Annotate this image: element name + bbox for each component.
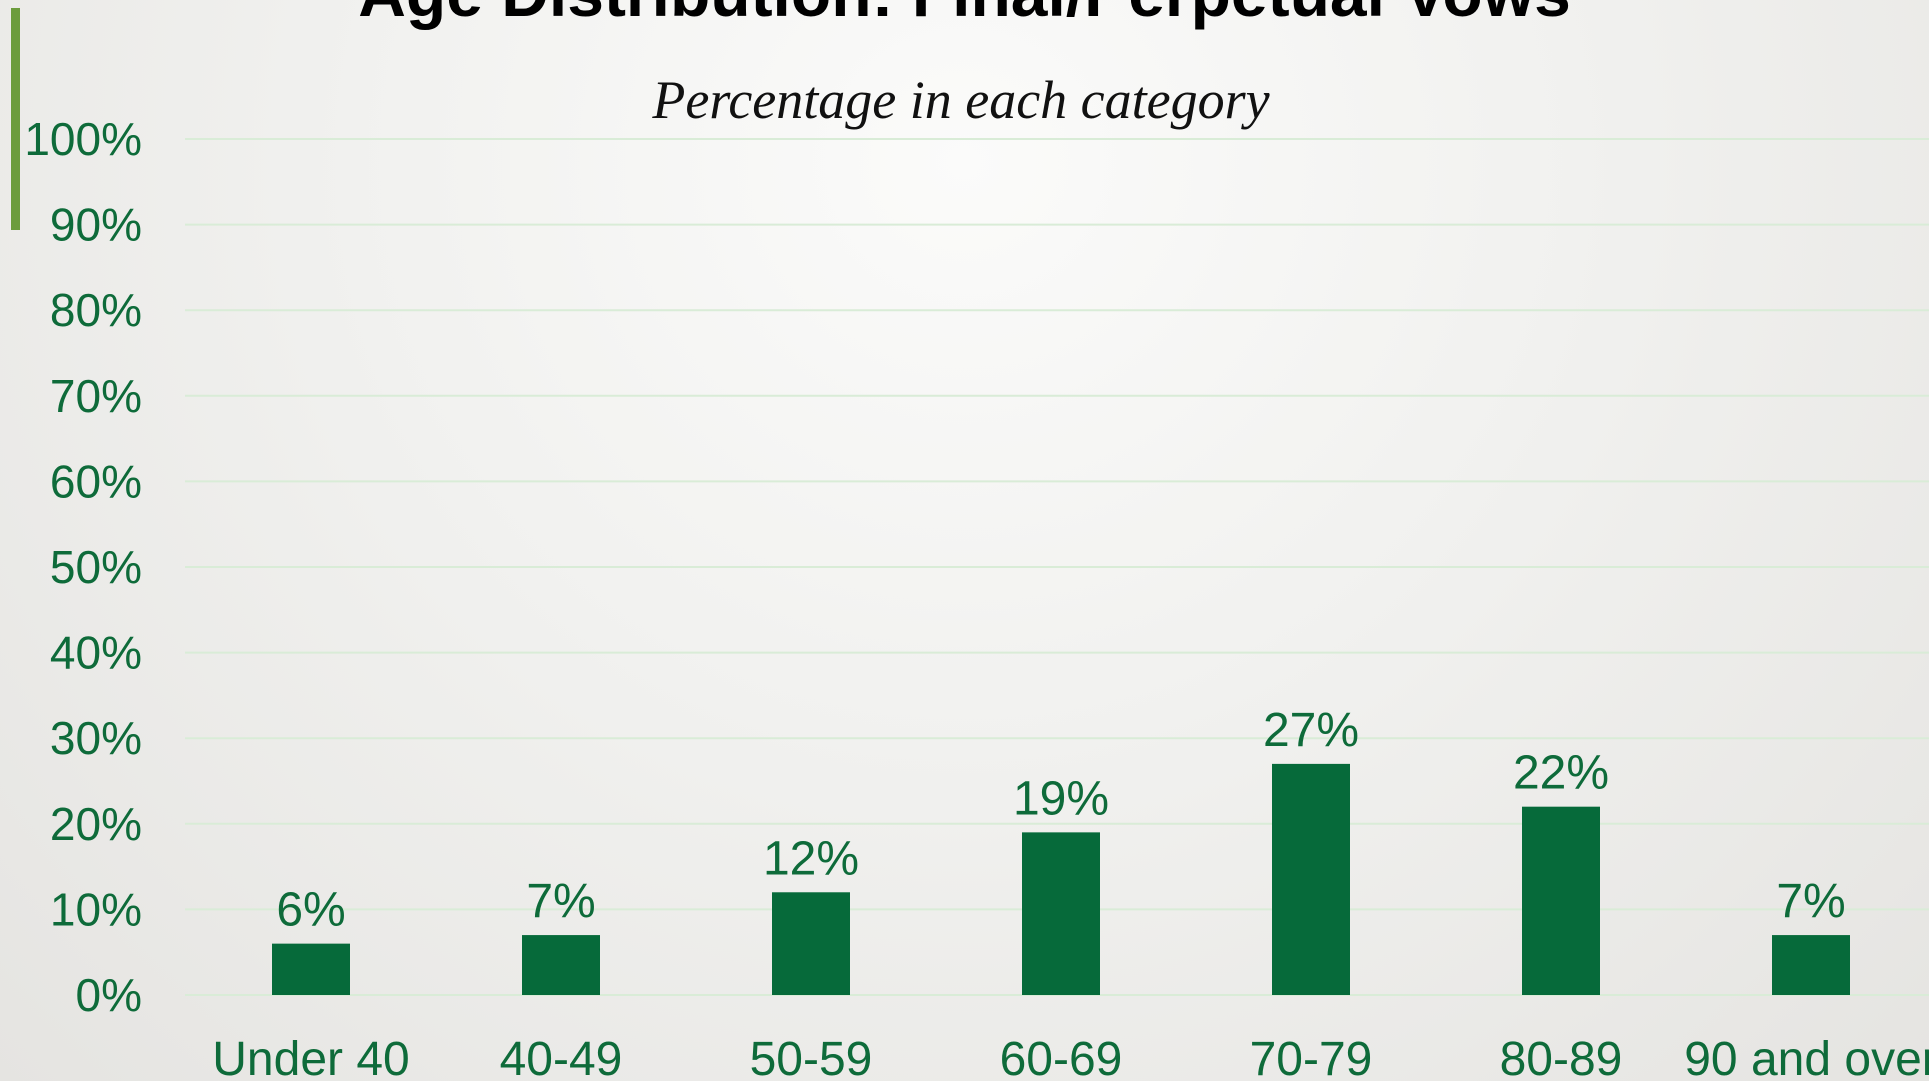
- category-label: 40-49: [500, 1033, 623, 1081]
- bar: [1772, 935, 1850, 995]
- data-label: 27%: [1263, 704, 1359, 757]
- y-tick-label: 40%: [50, 627, 142, 679]
- bar: [1022, 832, 1100, 995]
- x-axis-category-labels: Under 40 40-49 50-59 60-69 70-79 80-89 90 and …: [212, 1033, 1929, 1081]
- category-label: Under 40: [212, 1033, 409, 1081]
- data-label: 7%: [1776, 875, 1845, 928]
- y-tick-label: 100%: [24, 113, 142, 165]
- accent-bar: [11, 8, 20, 230]
- y-tick-label: 80%: [50, 284, 142, 336]
- bars: [272, 763, 1850, 995]
- y-tick-label: 90%: [50, 199, 142, 251]
- y-tick-label: 70%: [50, 370, 142, 422]
- category-label: 50-59: [750, 1033, 873, 1081]
- bar: [772, 892, 850, 995]
- y-tick-label: 20%: [50, 798, 142, 850]
- y-tick-label: 50%: [50, 541, 142, 593]
- data-labels: 6% 7% 12% 19% 27% 22% 7%: [276, 704, 1845, 937]
- data-label: 7%: [526, 875, 595, 928]
- data-label: 22%: [1513, 747, 1609, 800]
- bar: [522, 935, 600, 995]
- chart-title: Age Distribution: Final/Perpetual Vows: [0, 0, 1929, 26]
- chart-subtitle: Percentage in each category: [652, 70, 1270, 130]
- bar: [272, 943, 350, 995]
- category-label: 80-89: [1500, 1033, 1623, 1081]
- data-label: 6%: [276, 884, 345, 937]
- y-tick-label: 60%: [50, 455, 142, 507]
- bar: [1522, 806, 1600, 995]
- y-tick-label: 0%: [76, 969, 142, 1021]
- y-tick-label: 10%: [50, 883, 142, 935]
- category-label: 70-79: [1250, 1033, 1373, 1081]
- data-label: 12%: [763, 832, 859, 885]
- category-label: 60-69: [1000, 1033, 1123, 1081]
- category-label: 90 and over: [1684, 1033, 1929, 1081]
- gridlines: [185, 138, 1929, 996]
- y-tick-label: 30%: [50, 712, 142, 764]
- y-axis-tick-labels: 0% 10% 20% 30% 40% 50% 60% 70% 80% 90% 100%: [24, 113, 142, 1021]
- data-label: 19%: [1013, 772, 1109, 825]
- bar: [1272, 763, 1350, 995]
